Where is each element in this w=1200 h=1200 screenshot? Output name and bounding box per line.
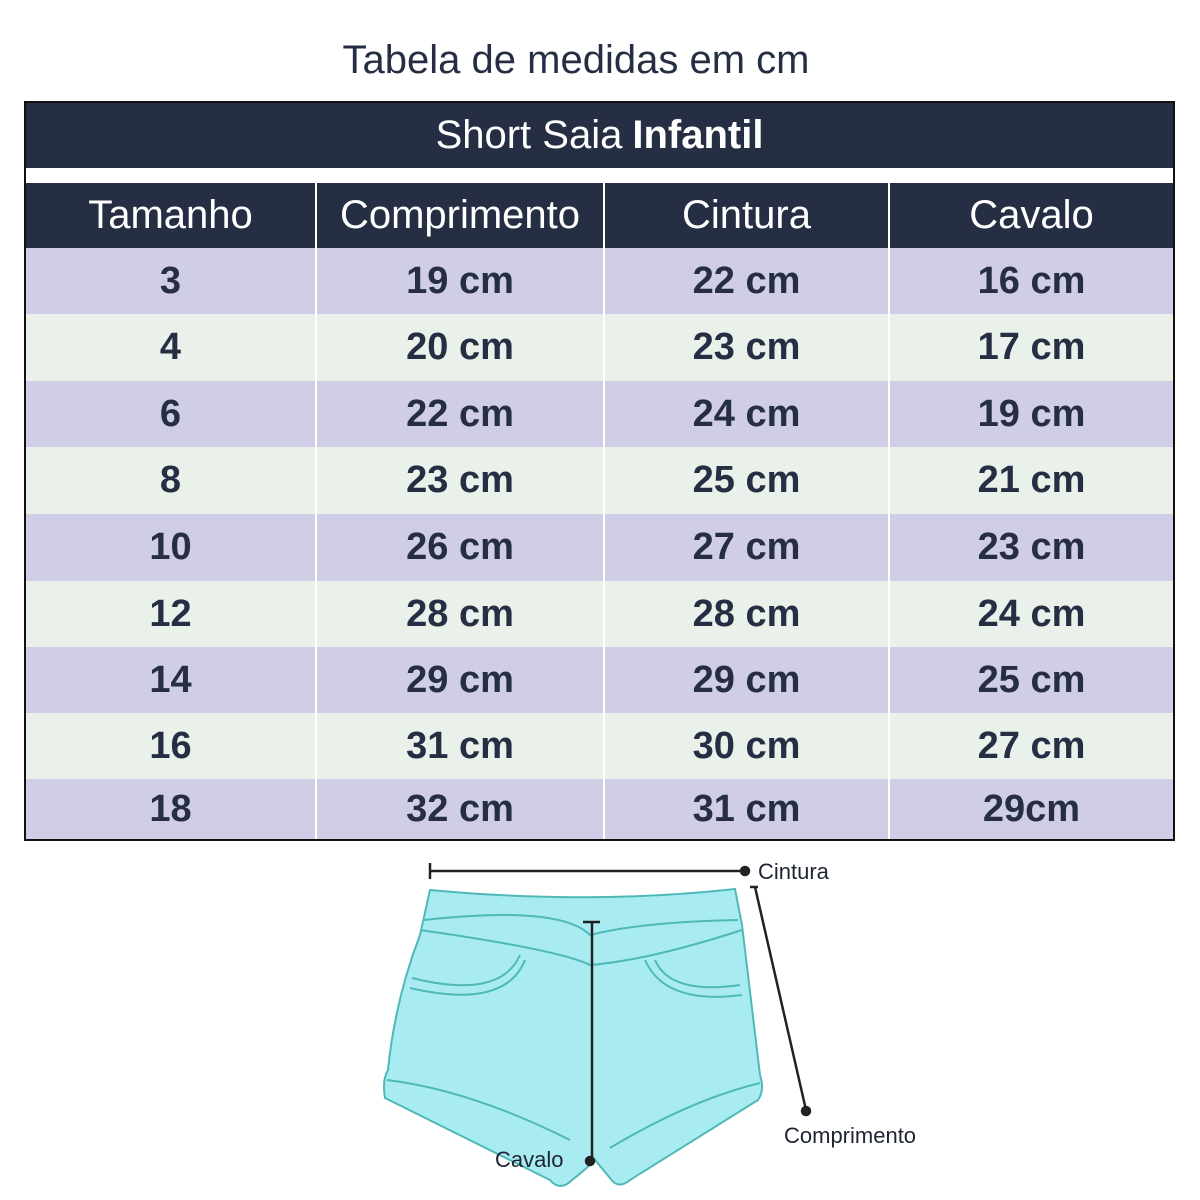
table-row: 8 23 cm 25 cm 21 cm	[26, 447, 1173, 516]
cell-cintura: 22 cm	[605, 248, 890, 314]
cell-tamanho: 10	[26, 514, 317, 581]
cell-cavalo: 29cm	[890, 779, 1173, 839]
table-header-row: Tamanho Comprimento Cintura Cavalo	[26, 183, 1173, 248]
header-cintura: Cintura	[605, 183, 890, 248]
cell-cavalo: 25 cm	[890, 647, 1173, 713]
cell-comprimento: 29 cm	[317, 647, 605, 713]
header-comprimento: Comprimento	[317, 183, 605, 248]
cell-cavalo: 24 cm	[890, 581, 1173, 647]
cell-cavalo: 27 cm	[890, 713, 1173, 779]
cell-cintura: 24 cm	[605, 381, 890, 447]
table-title: Short Saia Infantil	[26, 103, 1173, 168]
cell-cavalo: 23 cm	[890, 514, 1173, 581]
cell-cintura: 23 cm	[605, 314, 890, 381]
cell-comprimento: 22 cm	[317, 381, 605, 447]
table-title-regular: Short Saia	[435, 113, 623, 157]
table-row: 3 19 cm 22 cm 16 cm	[26, 248, 1173, 316]
cell-comprimento: 32 cm	[317, 779, 605, 839]
cell-comprimento: 31 cm	[317, 713, 605, 779]
header-cavalo: Cavalo	[890, 183, 1173, 248]
cell-comprimento: 28 cm	[317, 581, 605, 647]
size-table: Short Saia Infantil Tamanho Comprimento …	[24, 101, 1175, 841]
label-cavalo: Cavalo	[495, 1147, 563, 1172]
shorts-illustration	[383, 887, 764, 1187]
cell-cavalo: 21 cm	[890, 447, 1173, 514]
cell-tamanho: 18	[26, 779, 317, 839]
cell-cintura: 25 cm	[605, 447, 890, 514]
cell-cintura: 29 cm	[605, 647, 890, 713]
cell-cintura: 31 cm	[605, 779, 890, 839]
table-row: 6 22 cm 24 cm 19 cm	[26, 381, 1173, 449]
cell-cavalo: 16 cm	[890, 248, 1173, 314]
cell-tamanho: 16	[26, 713, 317, 779]
table-row: 10 26 cm 27 cm 23 cm	[26, 514, 1173, 583]
cell-tamanho: 8	[26, 447, 317, 514]
table-row: 18 32 cm 31 cm 29cm	[26, 779, 1173, 839]
cell-tamanho: 6	[26, 381, 317, 447]
table-row: 14 29 cm 29 cm 25 cm	[26, 647, 1173, 715]
cell-cavalo: 19 cm	[890, 381, 1173, 447]
label-comprimento: Comprimento	[784, 1123, 916, 1148]
table-row: 4 20 cm 23 cm 17 cm	[26, 314, 1173, 383]
cell-tamanho: 12	[26, 581, 317, 647]
cell-tamanho: 14	[26, 647, 317, 713]
cell-comprimento: 20 cm	[317, 314, 605, 381]
cell-comprimento: 19 cm	[317, 248, 605, 314]
table-title-bold: Infantil	[632, 113, 764, 157]
cell-cavalo: 17 cm	[890, 314, 1173, 381]
cell-comprimento: 26 cm	[317, 514, 605, 581]
cell-cintura: 28 cm	[605, 581, 890, 647]
cell-cintura: 27 cm	[605, 514, 890, 581]
page-caption: Tabela de medidas em cm	[342, 38, 810, 82]
label-cintura: Cintura	[758, 859, 830, 884]
header-tamanho: Tamanho	[26, 183, 317, 248]
cell-comprimento: 23 cm	[317, 447, 605, 514]
measurement-lines	[428, 863, 812, 1167]
cell-cintura: 30 cm	[605, 713, 890, 779]
table-row: 12 28 cm 28 cm 24 cm	[26, 581, 1173, 649]
cell-tamanho: 4	[26, 314, 317, 381]
cell-tamanho: 3	[26, 248, 317, 314]
